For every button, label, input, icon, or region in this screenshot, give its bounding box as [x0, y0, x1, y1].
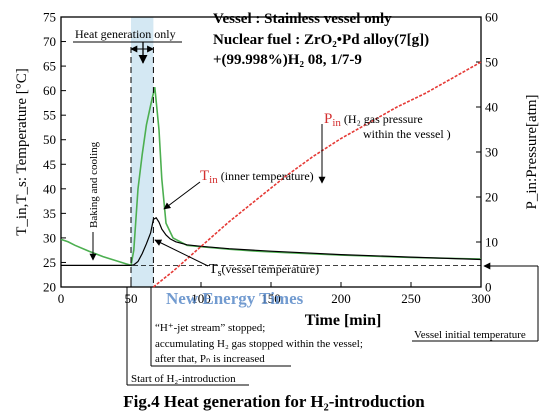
x-tick-label: 100 [191, 291, 211, 306]
y-axis-left-label: T_in,T_s: Temperature [°C] [14, 68, 30, 236]
baking-label: Baking and cooling [88, 141, 100, 228]
y-axis-right-label: P_in:Pressure[atm] [524, 95, 540, 210]
stopped-line-1: “H⁺-jet stream” stopped; [155, 322, 265, 334]
series-lines [60, 61, 482, 288]
x-tick-label: 0 [58, 291, 65, 306]
y-right-tick-label: 30 [485, 145, 498, 160]
tin-label: Tin (inner temperature) [200, 168, 314, 186]
y-left-tick-label: 35 [43, 206, 56, 221]
y-left-tick-label: 50 [43, 132, 56, 147]
pin-desc-line-2: within the vessel ) [363, 127, 451, 141]
y-left-tick-label: 70 [43, 34, 56, 49]
start-label: Start of H₂-introduction [131, 373, 236, 385]
x-tick-label: 300 [471, 291, 491, 306]
y-left-tick-label: 75 [43, 10, 56, 25]
y-right-tick-label: 10 [485, 235, 498, 250]
series-line-t-s [61, 217, 482, 266]
y-left-tick-label: 30 [43, 230, 56, 245]
x-tick-label: 50 [125, 291, 138, 306]
stopped-line-2: accumulating H₂ gas stopped within the v… [155, 338, 363, 350]
tin-arrow [163, 181, 201, 210]
vessel-initial-label: Vessel initial temperature [414, 329, 526, 341]
x-axis-label: Time [min] [305, 312, 382, 329]
stopped-line-3: after that, Pₙ is increased [155, 353, 265, 365]
y-right-tick-label: 0 [485, 280, 492, 295]
heat-only-label: Heat generation only [75, 27, 176, 41]
watermark: New Energy Times [166, 289, 304, 308]
x-tick-label: 200 [331, 291, 351, 306]
y-left-tick-label: 25 [43, 255, 56, 270]
y-left-tick-label: 65 [43, 59, 56, 74]
info-line-3: +(99.998%)H₂ 08, 1/7-9 [213, 52, 362, 68]
ts-label: Ts(vessel temperature) [209, 262, 319, 279]
pin-label: Pin (H₂ gas pressure [324, 111, 423, 129]
series-line-p-in [152, 61, 482, 288]
figure-caption: Fig.4 Heat generation for H₂-introductio… [123, 392, 425, 411]
info-line-2: Nuclear fuel : ZrO₂•Pd alloy(7[g]) [213, 32, 429, 48]
y-left-tick-label: 55 [43, 108, 56, 123]
y-right-tick-label: 50 [485, 55, 498, 70]
annotations: Heat generation only Baking and cooling Ti… [61, 27, 539, 386]
x-tick-label: 250 [401, 291, 421, 306]
y-right-tick-label: 40 [485, 100, 498, 115]
info-line-1: Vessel : Stainless vessel only [213, 11, 392, 27]
y-right-tick-label: 60 [485, 10, 498, 25]
y-left-tick-label: 40 [43, 181, 56, 196]
y-left-tick-label: 60 [43, 83, 56, 98]
ts-arrow [154, 239, 209, 267]
y-left-tick-label: 45 [43, 157, 56, 172]
axis-ticks: 0 50 100 150 200 250 3002025303540455055606570… [43, 10, 498, 307]
series-line-t-in [60, 87, 482, 267]
y-left-tick-label: 20 [43, 280, 56, 295]
x-tick-label: 150 [261, 291, 281, 306]
y-right-tick-label: 20 [485, 190, 498, 205]
